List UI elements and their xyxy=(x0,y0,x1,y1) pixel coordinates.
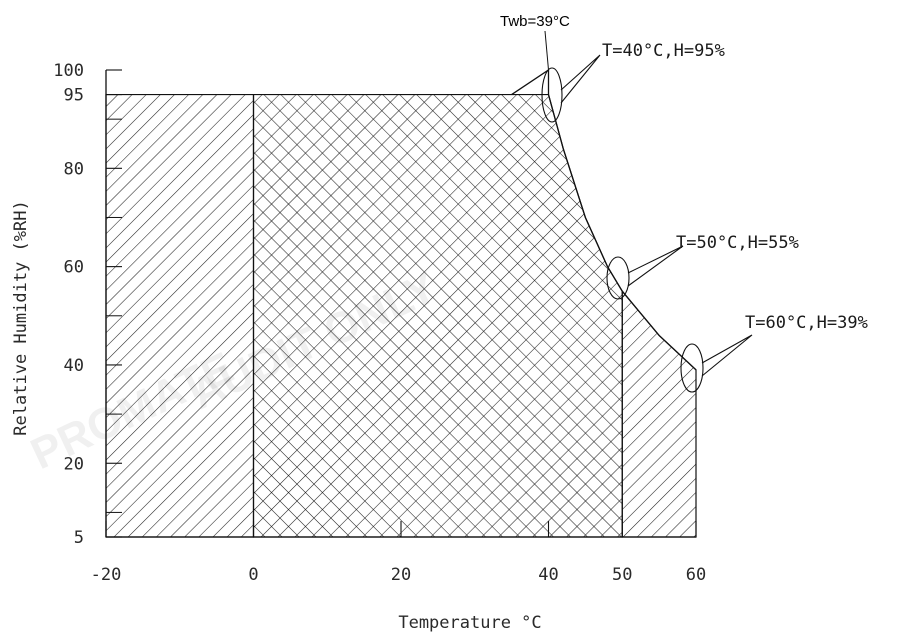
x-tick-label: 20 xyxy=(391,565,411,585)
y-tick-label: 95 xyxy=(64,86,84,106)
y-axis-ticks: 5 20 40 60 80 95 100 xyxy=(53,61,122,548)
y-tick-label: 80 xyxy=(64,159,84,179)
callout-leader xyxy=(701,334,753,377)
x-tick-label: 60 xyxy=(686,565,706,585)
y-tick-label: 60 xyxy=(64,258,84,278)
callout-leader xyxy=(560,54,601,104)
x-tick-label: 40 xyxy=(538,565,558,585)
y-tick-label: 40 xyxy=(64,356,84,376)
annotation-twb: Twb=39°C xyxy=(500,13,570,30)
callout-leader xyxy=(627,245,684,287)
callout-label: T=40°C,H=95% xyxy=(602,41,725,61)
x-tick-label: 50 xyxy=(612,565,632,585)
twb-boundary-curve xyxy=(511,68,697,371)
callout-label: T=60°C,H=39% xyxy=(745,313,868,333)
y-tick-label: 20 xyxy=(64,454,84,474)
hatched-regions xyxy=(105,93,697,538)
callout-ellipse xyxy=(606,256,630,300)
y-axis-title: Relative Humidity (%RH) xyxy=(11,200,31,435)
x-tick-label: -20 xyxy=(91,565,122,585)
callout-label: T=50°C,H=55% xyxy=(676,233,799,253)
annotation-twb-leader xyxy=(544,30,549,71)
y-tick-label: 5 xyxy=(74,528,84,548)
annotations: Twb=39°C T=40°C,H=95% T=50°C,H=55% T=60°C,H… xyxy=(500,13,868,393)
x-axis-ticks: -20 0 20 40 50 60 xyxy=(91,521,706,585)
x-tick-label: 0 xyxy=(248,565,258,585)
region-single-hatch-2 xyxy=(621,289,697,538)
x-axis-title: Temperature °C xyxy=(398,613,541,633)
callout-ellipse xyxy=(680,343,704,393)
boundary-curve-layer xyxy=(511,68,697,371)
region-single-hatch-0 xyxy=(105,93,255,538)
callout-ellipse xyxy=(541,67,563,123)
y-tick-label: 100 xyxy=(53,61,84,81)
